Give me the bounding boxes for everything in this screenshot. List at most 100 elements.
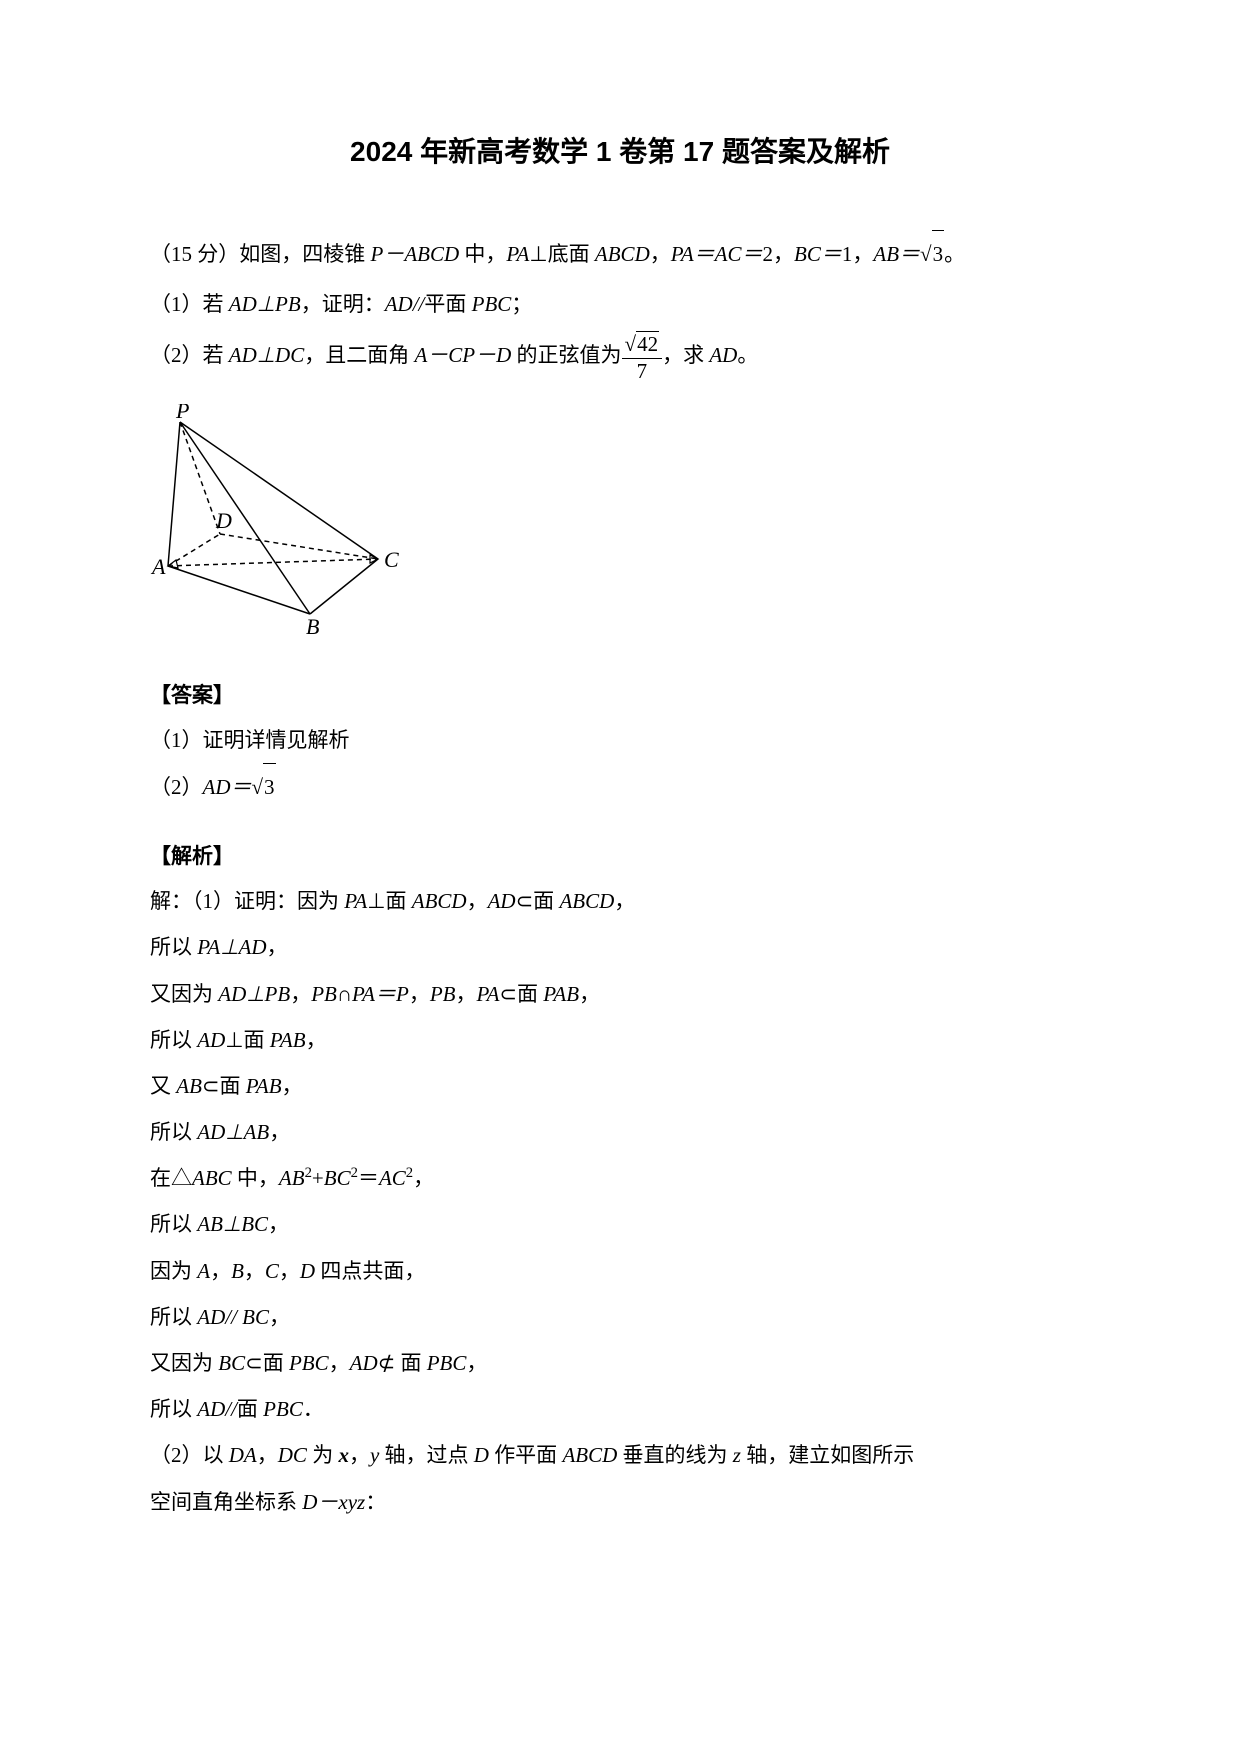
math: D－xyz xyxy=(302,1490,365,1514)
text: 中， xyxy=(232,1166,279,1190)
text: ， xyxy=(466,1351,487,1375)
sqrt: √3 xyxy=(252,763,276,810)
sup: 2 xyxy=(351,1165,358,1181)
svg-text:P: P xyxy=(175,404,189,423)
text: ， xyxy=(413,1166,434,1190)
text: 为 xyxy=(307,1443,339,1467)
text: 1， xyxy=(842,242,874,266)
text: （2）若 xyxy=(150,343,229,367)
text: ， xyxy=(349,1443,370,1467)
text: ，求 xyxy=(662,343,709,367)
math: AD⊥PB xyxy=(218,982,290,1006)
solution-line: 空间直角坐标系 D－xyz： xyxy=(150,1479,1090,1525)
text: 2， xyxy=(763,242,795,266)
solution-line: 所以 AD// BC， xyxy=(150,1294,1090,1340)
svg-text:D: D xyxy=(215,508,232,533)
math: AD xyxy=(709,343,737,367)
math-bold: x xyxy=(338,1443,349,1467)
text: ， xyxy=(269,1120,290,1144)
text: 解：（1）证明：因为 xyxy=(150,889,344,913)
text: ， xyxy=(268,1212,289,1236)
math: PBC xyxy=(427,1351,467,1375)
solution-line: 解：（1）证明：因为 PA⊥面 ABCD，AD⊂面 ABCD， xyxy=(150,878,1090,924)
solution-line: 又 AB⊂面 PAB， xyxy=(150,1063,1090,1109)
text: 平面 xyxy=(424,292,471,316)
math: ABCD xyxy=(559,889,614,913)
math: AD⊥DC xyxy=(229,343,304,367)
math: AD// xyxy=(197,1397,237,1421)
solution-line: 在△ABC 中，AB2+BC2＝AC2， xyxy=(150,1155,1090,1201)
math: A xyxy=(197,1259,210,1283)
math: PAB xyxy=(270,1028,306,1052)
solution-line: 所以 AD//面 PBC． xyxy=(150,1386,1090,1432)
math: AD xyxy=(488,889,516,913)
math: PA＝AC＝ xyxy=(671,242,763,266)
text: ． xyxy=(303,1397,324,1421)
sqrt: √3 xyxy=(920,230,944,277)
math: D xyxy=(474,1443,489,1467)
solution-line: 所以 AB⊥BC， xyxy=(150,1201,1090,1247)
problem-part2: （2）若 AD⊥DC，且二面角 A－CP－D 的正弦值为√427，求 AD。 xyxy=(150,331,1090,383)
text: ， xyxy=(290,982,311,1006)
page-title: 2024 年新高考数学 1 卷第 17 题答案及解析 xyxy=(150,130,1090,170)
text: ， xyxy=(650,242,671,266)
text: 所以 xyxy=(150,1212,197,1236)
text: 又 xyxy=(150,1074,176,1098)
text: ⊂面 xyxy=(499,982,543,1006)
math: BC＝ xyxy=(794,242,842,266)
math: BC xyxy=(218,1351,245,1375)
problem-part1: （1）若 AD⊥PB，证明：AD//平面 PBC； xyxy=(150,281,1090,327)
math: ABCD xyxy=(562,1443,617,1467)
math: AD⊥AB xyxy=(197,1120,269,1144)
text: ； xyxy=(511,292,532,316)
math: DA xyxy=(229,1443,257,1467)
text: ， xyxy=(455,982,476,1006)
solution-line: 所以 PA⊥AD， xyxy=(150,924,1090,970)
text: ⊥面 xyxy=(367,889,412,913)
math: PBC xyxy=(289,1351,329,1375)
solution-line: 因为 A，B，C，D 四点共面， xyxy=(150,1248,1090,1294)
text: ， xyxy=(244,1259,265,1283)
math: AC xyxy=(379,1166,406,1190)
text: ， xyxy=(282,1074,303,1098)
sup: 2 xyxy=(305,1165,312,1181)
geometry-figure: PADCB xyxy=(150,404,1090,639)
math: AB xyxy=(279,1166,305,1190)
math: y xyxy=(370,1443,379,1467)
text: ， xyxy=(257,1443,278,1467)
math: B xyxy=(231,1259,244,1283)
text: 轴，过点 xyxy=(379,1443,474,1467)
math: PBC xyxy=(263,1397,303,1421)
text: 所以 xyxy=(150,1397,197,1421)
text: 。 xyxy=(737,343,758,367)
text: 在△ xyxy=(150,1166,192,1190)
text: 轴，建立如图所示 xyxy=(741,1443,914,1467)
svg-text:A: A xyxy=(150,554,166,579)
solution-line: 所以 AD⊥AB， xyxy=(150,1109,1090,1155)
text: 所以 xyxy=(150,1305,197,1329)
text: （15 分）如图，四棱锥 xyxy=(150,242,371,266)
math: PAB xyxy=(246,1074,282,1098)
text: ： xyxy=(365,1490,386,1514)
text: ， xyxy=(614,889,635,913)
math: AB＝ xyxy=(873,242,920,266)
text: 面 xyxy=(237,1397,263,1421)
math: PAB xyxy=(543,982,579,1006)
text: （2） xyxy=(150,775,203,799)
text: ⊂面 xyxy=(516,889,560,913)
text: 作平面 xyxy=(489,1443,563,1467)
text: ， xyxy=(579,982,600,1006)
text: 因为 xyxy=(150,1259,197,1283)
text: ⊂面 xyxy=(245,1351,289,1375)
problem-intro: （15 分）如图，四棱锥 P－ABCD 中，PA⊥底面 ABCD，PA＝AC＝2… xyxy=(150,230,1090,277)
text: ， xyxy=(266,935,287,959)
math: C xyxy=(265,1259,279,1283)
math: PA⊥AD xyxy=(197,935,266,959)
text: + xyxy=(312,1166,324,1190)
answer-line-2: （2）AD＝√3 xyxy=(150,763,1090,810)
text: ， xyxy=(269,1305,290,1329)
text: （1）若 xyxy=(150,292,229,316)
math: AD⊥PB xyxy=(229,292,301,316)
text: 所以 xyxy=(150,1028,197,1052)
solution-header: 【解析】 xyxy=(150,840,1090,870)
